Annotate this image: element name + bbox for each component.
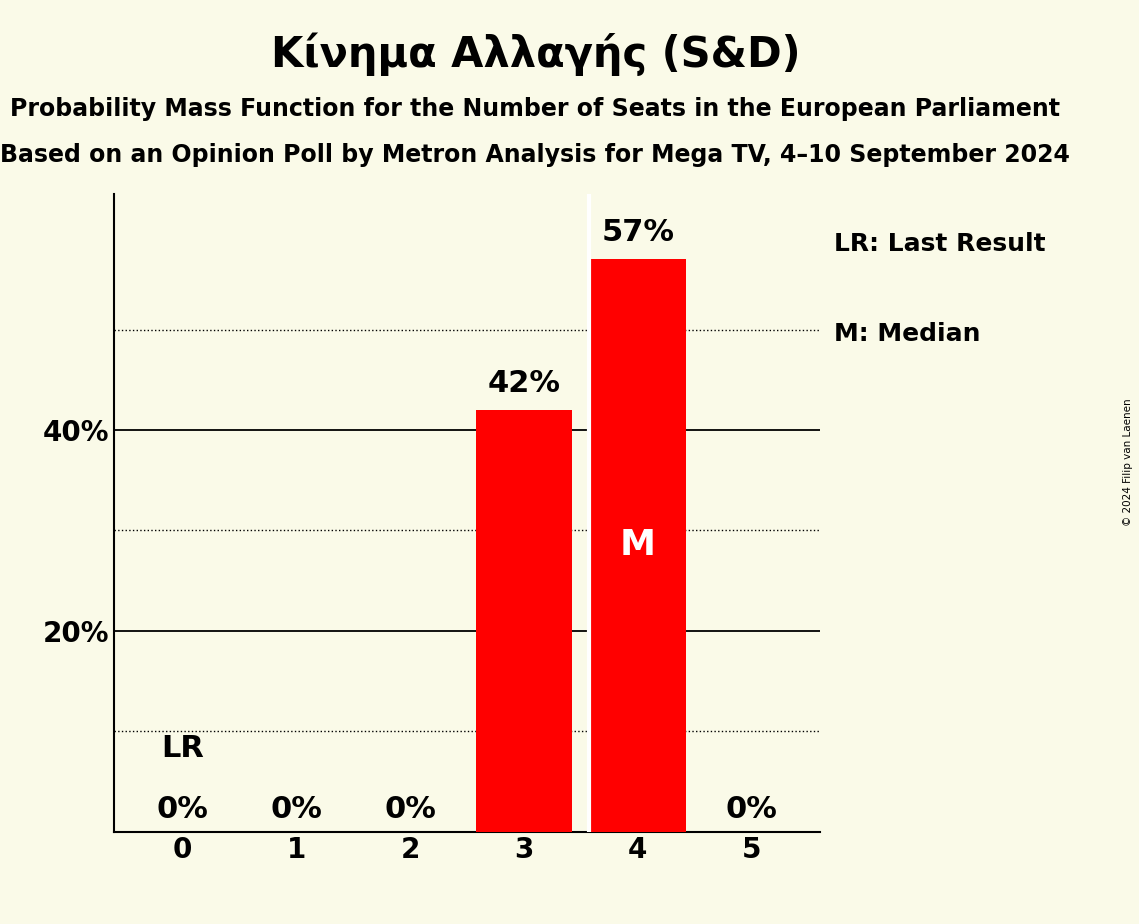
Text: © 2024 Filip van Laenen: © 2024 Filip van Laenen	[1123, 398, 1133, 526]
Text: Κίνημα Αλλαγής (S&D): Κίνημα Αλλαγής (S&D)	[271, 32, 800, 76]
Text: 0%: 0%	[156, 795, 208, 823]
Text: 0%: 0%	[270, 795, 322, 823]
Text: M: Median: M: Median	[834, 322, 981, 346]
Bar	[476, 410, 573, 832]
Bar	[590, 260, 686, 832]
Text: Based on an Opinion Poll by Metron Analysis for Mega TV, 4–10 September 2024: Based on an Opinion Poll by Metron Analy…	[0, 143, 1071, 167]
Text: 0%: 0%	[384, 795, 436, 823]
Text: 0%: 0%	[726, 795, 778, 823]
Text: 57%: 57%	[601, 218, 674, 248]
Text: 42%: 42%	[487, 369, 560, 398]
Text: LR: Last Result: LR: Last Result	[834, 232, 1046, 256]
Text: M: M	[620, 529, 656, 563]
Text: LR: LR	[161, 735, 204, 763]
Text: Probability Mass Function for the Number of Seats in the European Parliament: Probability Mass Function for the Number…	[10, 97, 1060, 121]
